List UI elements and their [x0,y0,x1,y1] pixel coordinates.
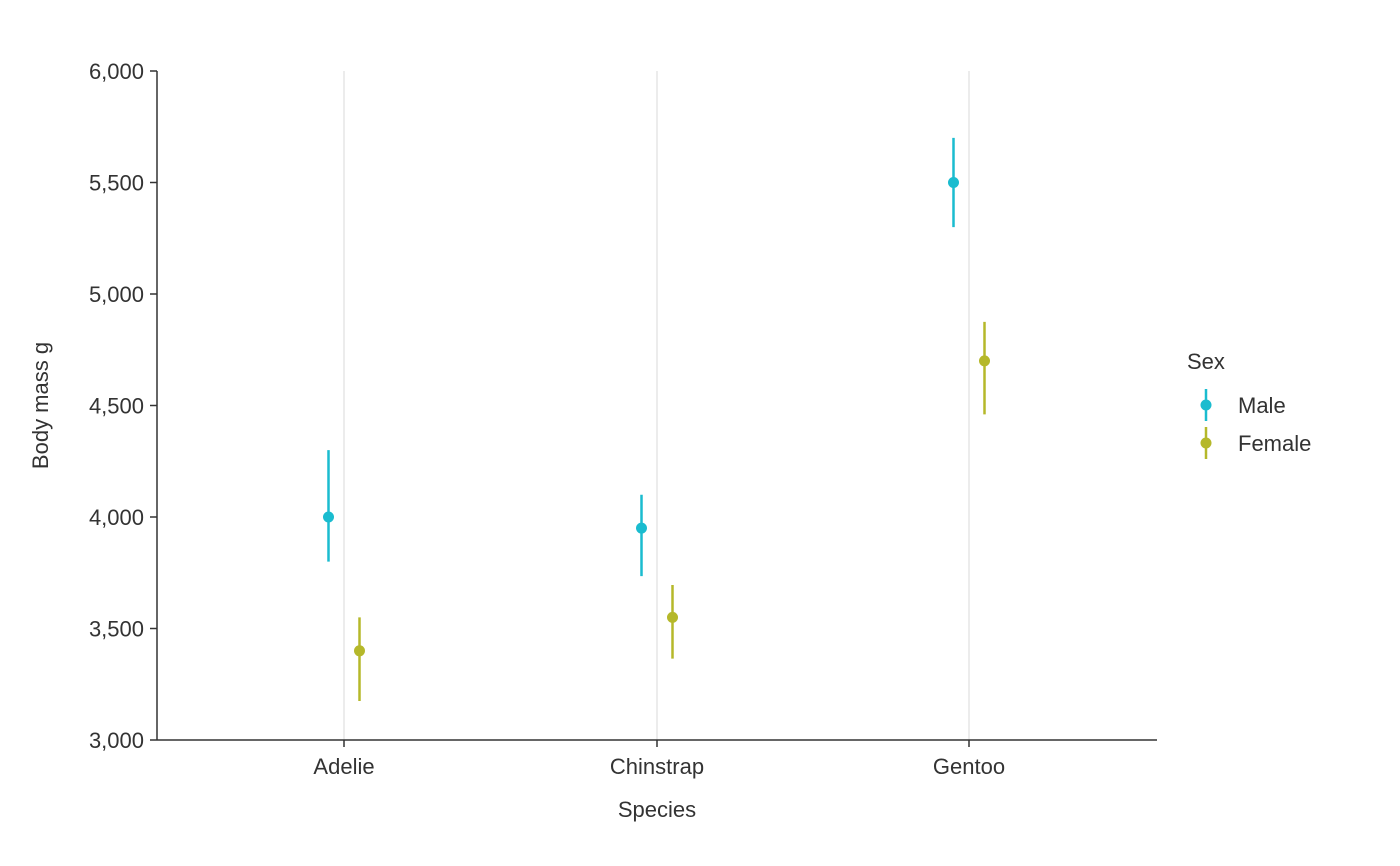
y-tick-label: 4,000 [89,505,144,530]
legend-label-female: Female [1238,431,1311,456]
x-axis-title: Species [618,797,696,822]
legend-key-point-male [1200,399,1212,411]
y-tick-label: 5,000 [89,282,144,307]
point-female [667,611,678,623]
gridlines [343,71,970,740]
legend-label-male: Male [1238,393,1286,418]
point-male [948,177,959,188]
point-female [354,645,365,657]
y-tick-label: 4,500 [89,394,144,419]
point-male [323,511,334,523]
y-tick-label: 3,000 [89,728,144,753]
y-tick-label: 3,500 [89,617,144,642]
legend: Sex Male Female [1187,349,1311,459]
data-marks [323,137,990,701]
point-female [979,355,990,367]
x-tick-label: Gentoo [933,754,1005,779]
x-tick-label: Adelie [313,754,374,779]
y-tick-label: 5,500 [89,171,144,196]
point-male [636,522,647,534]
x-axis-ticks: Adelie Chinstrap Gentoo [313,740,1005,779]
legend-items: Male Female [1200,389,1311,459]
x-tick-label: Chinstrap [610,754,704,779]
y-axis-ticks: 3,000 3,500 4,000 4,500 5,000 5,500 6,000 [89,59,157,753]
legend-title: Sex [1187,349,1225,374]
y-tick-label: 6,000 [89,59,144,84]
legend-key-point-female [1200,437,1212,449]
y-axis-title: Body mass g [28,342,53,469]
